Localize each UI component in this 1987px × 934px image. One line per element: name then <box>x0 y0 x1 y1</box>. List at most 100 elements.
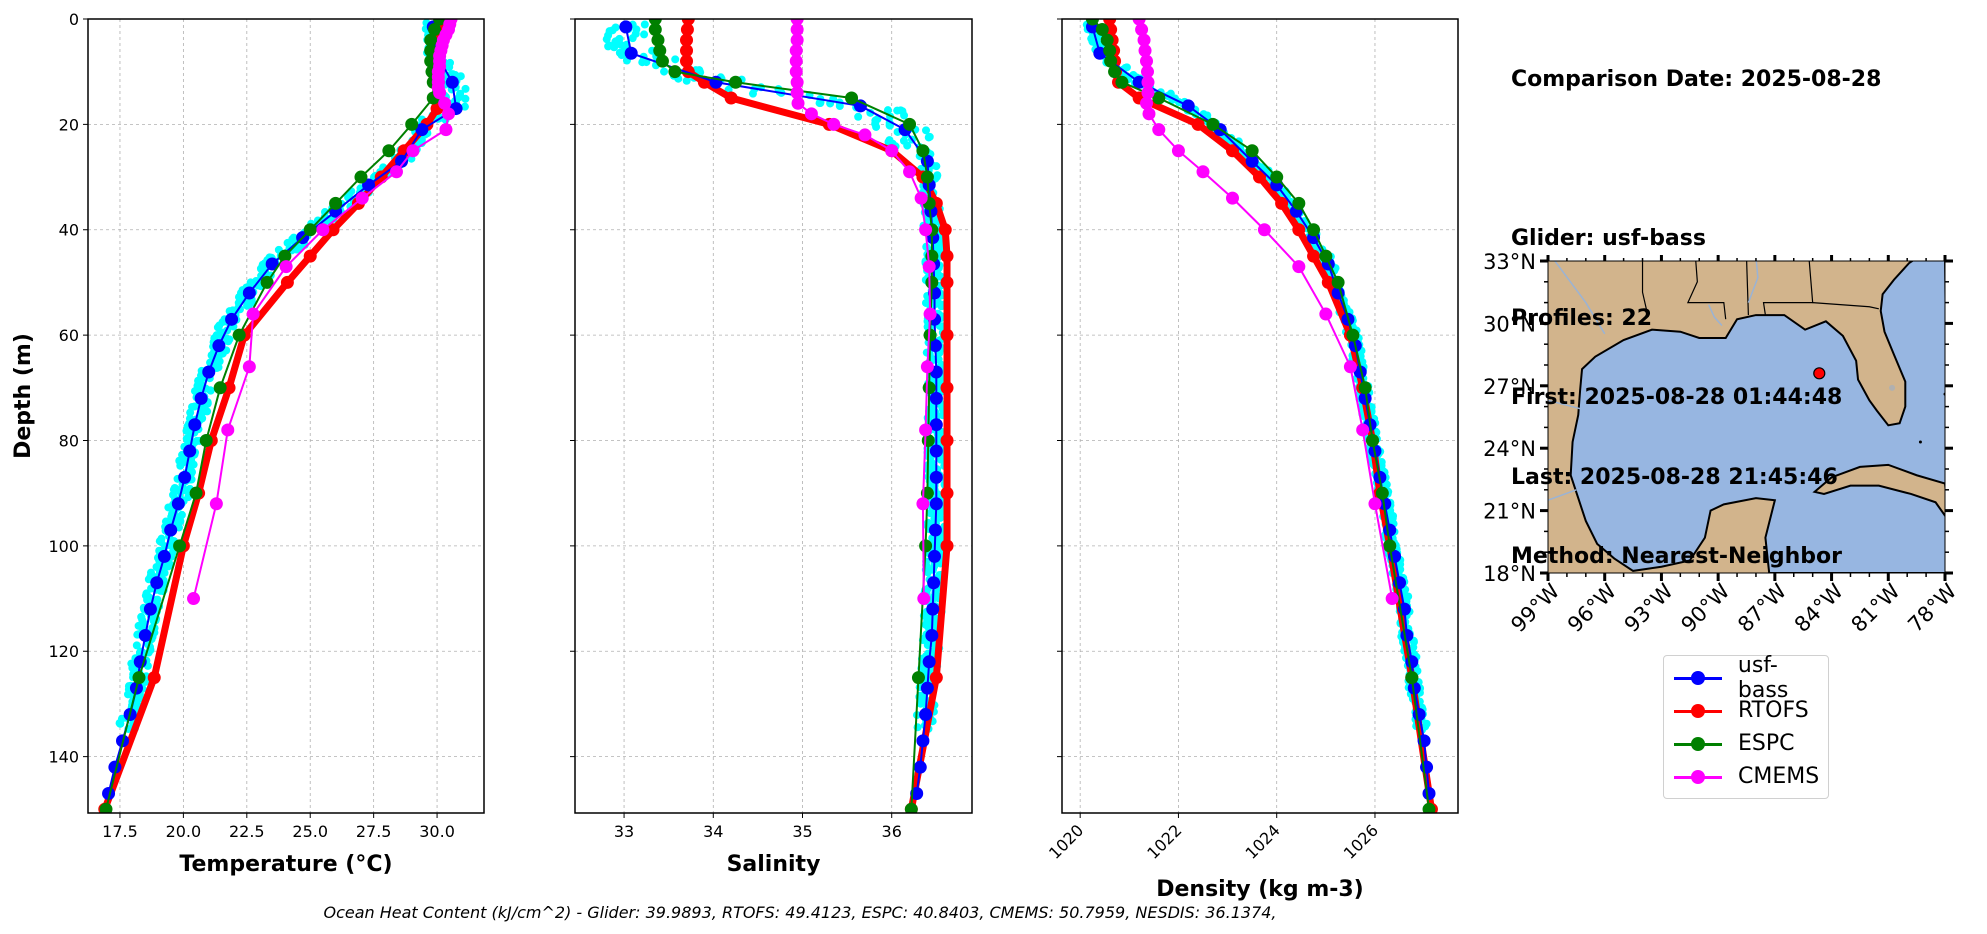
glider-scatter-point <box>214 363 223 372</box>
data-point-espc <box>916 144 930 158</box>
data-point-espc <box>651 33 665 47</box>
data-point-usf-bass <box>925 628 939 642</box>
y-tick-label: 140 <box>48 748 79 767</box>
glider-scatter-point <box>190 387 199 396</box>
glider-scatter-point <box>682 76 691 85</box>
data-point-rtofs <box>940 433 954 447</box>
data-point-cmems <box>1135 23 1149 37</box>
data-point-cmems <box>1142 107 1156 121</box>
legend-item-cmems: CMEMS <box>1674 760 1828 793</box>
data-point-usf-bass <box>1245 154 1259 168</box>
panel-density: 1020 1022 1024 1026 Density (kg m-3) <box>1045 18 1459 902</box>
glider-scatter-point <box>748 89 757 98</box>
glider-scatter-point <box>640 20 649 29</box>
river <box>1553 261 1606 335</box>
x-tick-label: 36 <box>882 822 902 841</box>
legend-swatch-icon <box>1674 734 1722 754</box>
x-tick-label: 1026 <box>1340 821 1382 863</box>
data-point-espc <box>648 19 662 26</box>
last-time: Last: 2025-08-28 21:45:46 <box>1511 464 1838 490</box>
data-point-cmems <box>804 107 818 121</box>
data-point-rtofs <box>724 91 738 105</box>
x-tick-label: 1024 <box>1242 821 1284 863</box>
data-point-usf-bass <box>194 391 208 405</box>
data-point-espc <box>922 381 936 395</box>
data-point-usf-bass <box>1383 523 1397 537</box>
glider-scatter-point <box>602 35 611 44</box>
glider-scatter-point <box>605 41 614 50</box>
data-point-cmems <box>919 423 933 437</box>
x-tick-label: 27.5 <box>356 822 392 841</box>
glider-scatter-point <box>461 94 470 103</box>
data-point-usf-bass <box>929 497 943 511</box>
glider-scatter-point <box>903 141 912 150</box>
data-point-cmems <box>1343 360 1357 374</box>
glider-scatter-point <box>617 51 626 60</box>
data-point-rtofs <box>1253 170 1267 184</box>
data-point-usf-bass <box>1181 99 1195 113</box>
data-point-usf-bass <box>164 523 178 537</box>
data-point-espc <box>99 802 113 813</box>
data-point-usf-bass <box>225 312 239 326</box>
data-point-usf-bass <box>928 523 942 537</box>
data-point-espc <box>1152 91 1166 105</box>
river <box>1708 304 1723 326</box>
glider-scatter-point <box>854 112 863 121</box>
data-point-cmems <box>858 128 872 142</box>
data-point-cmems <box>1141 86 1155 100</box>
series-line-espc <box>1091 19 1431 810</box>
profile-count: Profiles: 22 <box>1511 305 1653 331</box>
state-border <box>1762 261 1814 316</box>
data-point-cmems <box>1368 497 1382 511</box>
data-point-rtofs <box>940 328 954 342</box>
data-point-rtofs <box>1307 249 1321 263</box>
state-border <box>1812 302 1879 310</box>
data-point-cmems <box>355 191 369 205</box>
state-border <box>1746 261 1749 316</box>
data-point-cmems <box>389 165 403 179</box>
data-point-cmems <box>1140 96 1154 110</box>
data-point-usf-bass <box>1405 655 1419 669</box>
data-point-espc <box>303 223 317 237</box>
data-point-cmems <box>1196 165 1210 179</box>
glider-scatter-point <box>176 517 185 526</box>
data-point-usf-bass <box>415 123 429 137</box>
series-line-usf-bass <box>1091 26 1431 794</box>
map-lat-label: 21°N <box>1483 500 1536 524</box>
data-point-rtofs <box>938 223 952 237</box>
x-tick-label: 25.0 <box>292 822 328 841</box>
data-point-cmems <box>922 260 936 274</box>
data-point-cmems <box>916 497 930 511</box>
data-point-usf-bass <box>157 549 171 563</box>
map-area <box>1548 261 1945 573</box>
axes-frame <box>87 18 485 814</box>
data-point-espc <box>132 671 146 685</box>
data-point-rtofs <box>680 23 694 37</box>
data-point-cmems <box>1385 592 1399 606</box>
data-point-cmems <box>441 107 455 121</box>
glider-scatter-point <box>922 126 931 135</box>
glider-scatter-point <box>170 483 179 492</box>
glider-scatter-point <box>921 298 930 307</box>
data-point-cmems <box>1292 260 1306 274</box>
data-point-cmems <box>1140 54 1154 68</box>
data-point-espc <box>1375 486 1389 500</box>
y-tick-label: 20 <box>59 115 79 134</box>
map-frame <box>1547 260 1946 574</box>
state-border <box>1641 261 1649 318</box>
glider-scatter-point <box>242 301 251 310</box>
glider-scatter-point <box>883 106 892 115</box>
data-point-espc <box>232 328 246 342</box>
x-axis-label: Temperature (°C) <box>179 852 392 877</box>
data-point-usf-bass <box>242 286 256 300</box>
plot-area <box>1082 19 1438 813</box>
data-point-cmems <box>790 23 804 37</box>
map-lat-label: 30°N <box>1483 312 1536 336</box>
data-point-rtofs <box>1275 196 1289 210</box>
data-point-usf-bass <box>150 576 164 590</box>
data-point-usf-bass <box>202 365 216 379</box>
data-point-cmems <box>789 44 803 58</box>
data-point-cmems <box>221 423 235 437</box>
data-point-rtofs <box>1321 275 1335 289</box>
